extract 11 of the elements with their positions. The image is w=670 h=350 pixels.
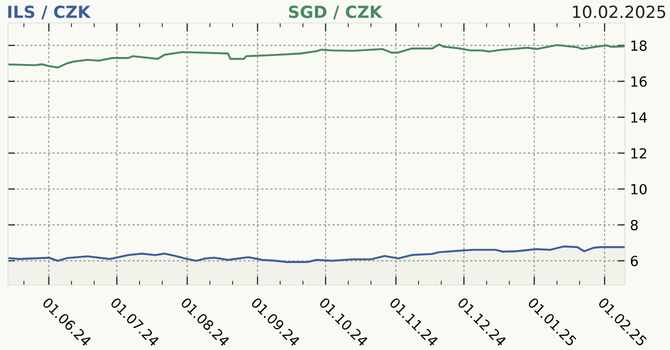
y-tick-label: 18 bbox=[631, 40, 647, 51]
text: ILS / CZK bbox=[8, 6, 91, 20]
series-label: SGD / CZK bbox=[288, 6, 383, 20]
text: 10.02.2025 bbox=[573, 6, 666, 18]
y-tick-label: 12 bbox=[631, 148, 646, 158]
y-tick-label: 16 bbox=[631, 76, 647, 87]
y-tick-label: 8 bbox=[630, 220, 638, 230]
y-tick-label: 6 bbox=[630, 256, 638, 266]
line-series bbox=[8, 44, 625, 68]
y-tick-label: 10 bbox=[631, 184, 647, 194]
y-tick-label: 14 bbox=[631, 112, 647, 122]
